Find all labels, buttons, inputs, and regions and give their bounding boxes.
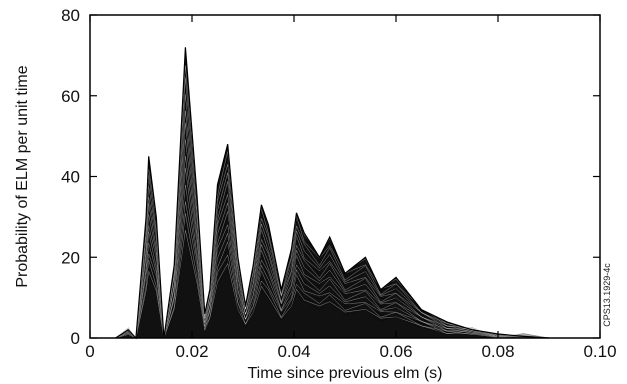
y-tick-labels: 0 20 40 60 80 [61,6,80,348]
series-line [115,236,550,339]
x-tick-label: 0.08 [481,342,514,361]
y-tick-label: 60 [61,87,80,106]
x-axis-label: Time since previous elm (s) [247,365,442,382]
x-tick-label: 0.10 [583,342,616,361]
x-tick-label: 0 [85,342,94,361]
series-outline [115,47,550,340]
x-tick-label: 0.04 [277,342,310,361]
figure-id-note: CPS13.1929-4c [602,263,612,327]
series-lines [115,47,550,340]
y-axis-label: Probability of ELM per unit time [14,65,31,287]
axis-ticks [89,14,601,339]
y-tick-label: 80 [61,6,80,25]
x-tick-label: 0.02 [175,342,208,361]
y-tick-label: 40 [61,168,80,187]
x-tick-labels: 0 0.02 0.04 0.06 0.08 0.10 [85,342,616,361]
x-tick-label: 0.06 [379,342,412,361]
y-tick-label: 0 [71,329,80,348]
y-tick-label: 20 [61,248,80,267]
